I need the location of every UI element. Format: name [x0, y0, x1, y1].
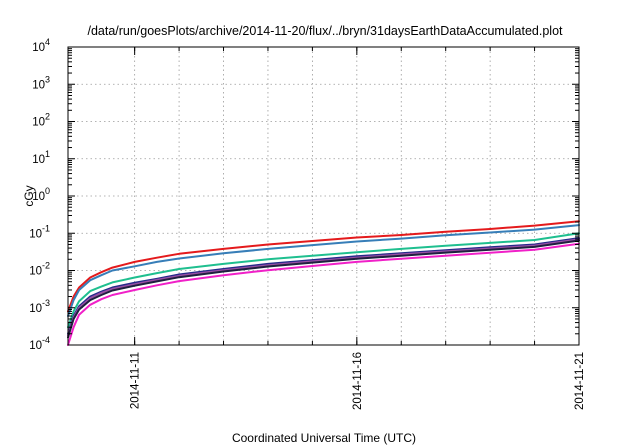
y-tick-label: 103	[32, 74, 50, 91]
y-tick-label: 10-4	[29, 335, 50, 352]
y-tick-label: 104	[32, 37, 50, 54]
x-tick-label: 2014-11-21	[574, 352, 586, 410]
series-line-1	[67, 220, 580, 313]
x-tick-labels: 2014-11-11 2014-11-16 2014-11-21	[130, 352, 586, 410]
series-line-2	[67, 224, 580, 317]
chart-title: /data/run/goesPlots/archive/2014-11-20/f…	[87, 24, 563, 38]
x-tick-label: 2014-11-11	[130, 352, 142, 409]
y-tick-label: 101	[32, 149, 50, 166]
x-tick-label: 2014-11-16	[352, 352, 364, 410]
y-tick-label: 102	[32, 112, 50, 129]
series-line-3	[67, 232, 580, 329]
y-tick-label: 10-3	[29, 298, 50, 315]
series-line-4	[67, 237, 580, 335]
series-line-6	[67, 239, 580, 339]
series-line-7	[67, 242, 580, 346]
grid-lines	[68, 46, 579, 346]
series-lines	[67, 220, 580, 346]
y-tick-label: 10-1	[29, 223, 50, 240]
x-axis-label: Coordinated Universal Time (UTC)	[232, 431, 416, 445]
y-axis-label: cGy	[22, 185, 36, 206]
y-tick-label: 10-2	[29, 261, 50, 278]
axis-ticks	[68, 46, 580, 346]
series-line-5	[67, 238, 580, 337]
